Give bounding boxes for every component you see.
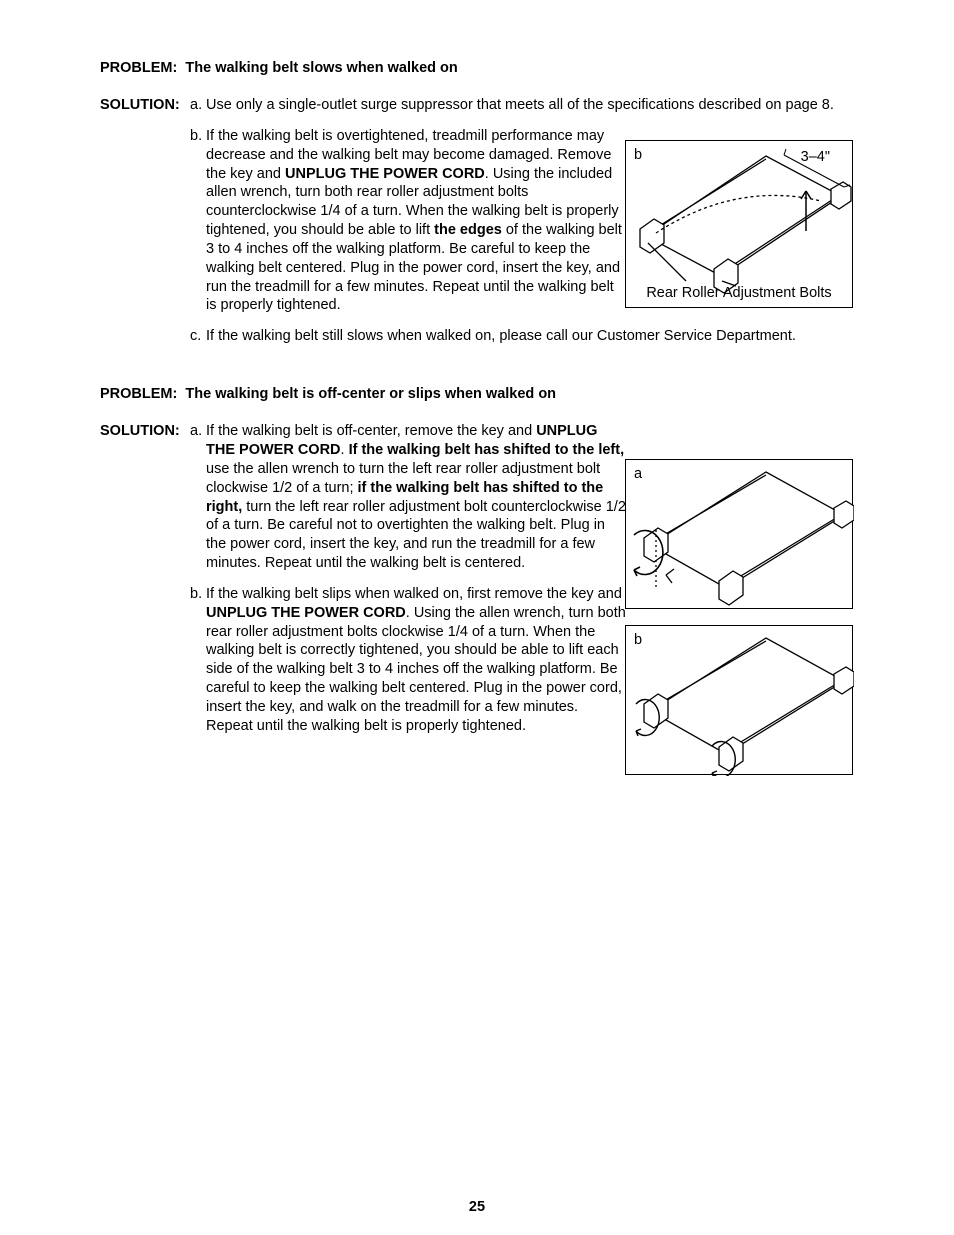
problem-label: PROBLEM: <box>100 386 177 402</box>
figure-1b: b 3–4" <box>625 140 853 308</box>
figure-label: a <box>634 466 642 482</box>
figure-label: b <box>634 632 642 648</box>
item-1c: c. If the walking belt still slows when … <box>190 327 854 346</box>
treadmill-diagram-icon <box>626 626 854 776</box>
item-text: If the walking belt still slows when wal… <box>206 327 854 346</box>
item-letter: b. <box>190 127 206 315</box>
problem-1: PROBLEM: The walking belt slows when wal… <box>100 60 854 76</box>
figure-label: b <box>634 147 642 163</box>
solution-label: SOLUTION: <box>100 422 190 748</box>
item-letter: b. <box>190 585 206 736</box>
figure-2a: a <box>625 459 853 609</box>
solution-label: SOLUTION: <box>100 96 190 358</box>
item-1a: a. Use only a single-outlet surge suppre… <box>190 96 854 115</box>
figure-caption: Rear Roller Adjustment Bolts <box>626 285 852 301</box>
item-letter: a. <box>190 422 206 573</box>
item-letter: a. <box>190 96 206 115</box>
item-letter: c. <box>190 327 206 346</box>
problem-label: PROBLEM: <box>100 60 177 76</box>
page-number: 25 <box>0 1199 954 1215</box>
manual-page: PROBLEM: The walking belt slows when wal… <box>0 0 954 1235</box>
problem-text: The walking belt is off-center or slips … <box>185 386 556 402</box>
item-text: Use only a single-outlet surge suppresso… <box>206 96 854 115</box>
treadmill-diagram-icon <box>626 141 854 309</box>
figure-measure: 3–4" <box>801 149 830 165</box>
problem-text: The walking belt slows when walked on <box>185 60 457 76</box>
figure-2b: b <box>625 625 853 775</box>
treadmill-diagram-icon <box>626 460 854 610</box>
problem-2: PROBLEM: The walking belt is off-center … <box>100 386 854 402</box>
